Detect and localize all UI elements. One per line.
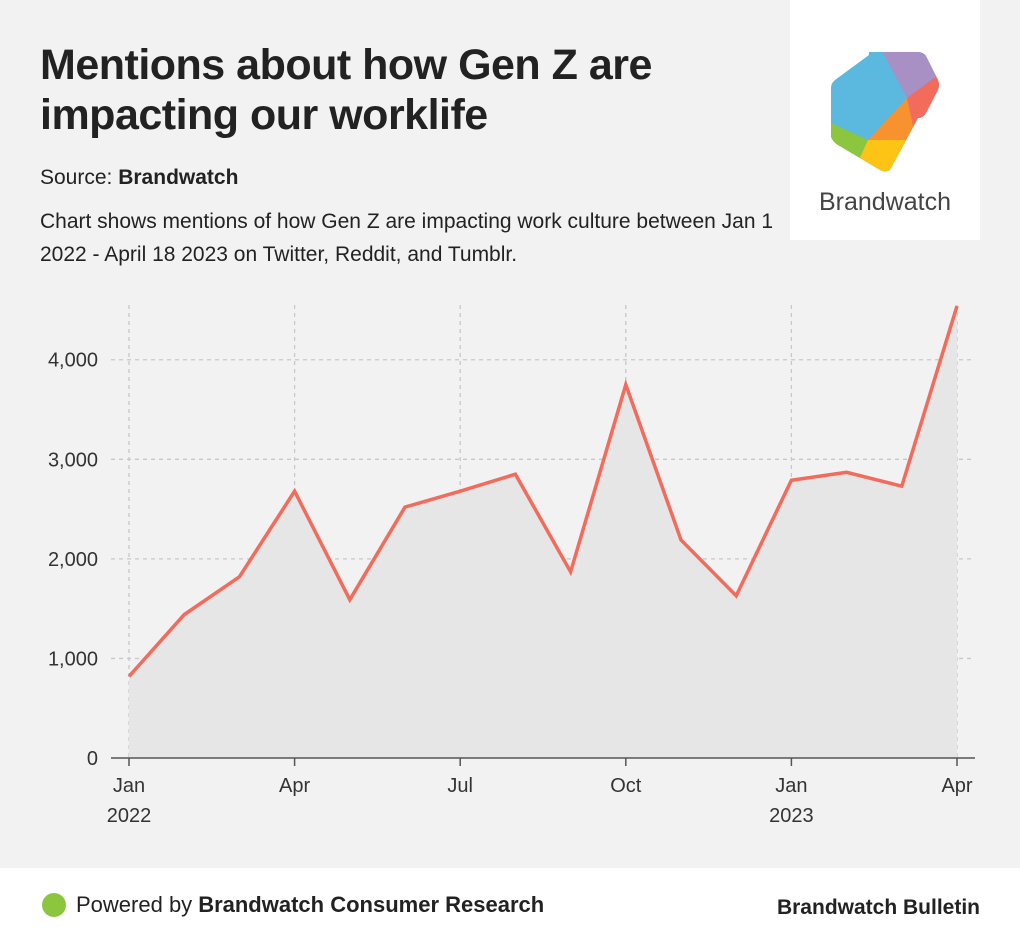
x-tick-label: Jan — [113, 775, 145, 797]
powered-by: Powered by Brandwatch Consumer Research — [42, 892, 544, 918]
x-axis-ticks: Jan 2022 Apr Jul Oct Jan 2023 Apr — [107, 758, 973, 827]
data-point — [569, 570, 573, 574]
x-tick-label: Oct — [610, 775, 642, 797]
green-dot-icon — [42, 893, 66, 917]
data-point — [403, 505, 407, 509]
logo-wordmark: Brandwatch — [818, 188, 952, 216]
data-point — [182, 613, 186, 617]
y-tick-label: 2,000 — [48, 549, 98, 571]
data-point — [127, 674, 131, 678]
powered-brand: Brandwatch Consumer Research — [198, 892, 545, 917]
chart-description: Chart shows mentions of how Gen Z are im… — [40, 210, 774, 266]
brand-logo-card: Brandwatch — [790, 0, 980, 240]
x-tick-label: Jan — [775, 775, 807, 797]
data-point — [458, 489, 462, 493]
data-point — [237, 575, 241, 579]
data-point — [348, 598, 352, 602]
chart-title: Mentions about how Gen Z are impacting o… — [40, 40, 740, 140]
data-point — [624, 383, 628, 387]
source-name: Brandwatch — [118, 166, 239, 189]
data-point — [845, 470, 849, 474]
y-tick-label: 0 — [87, 748, 98, 770]
y-tick-label: 1,000 — [48, 648, 98, 670]
x-tick-label: Apr — [941, 775, 972, 797]
x-tick-label: Jul — [447, 775, 473, 797]
data-point — [513, 472, 517, 476]
x-tick-sublabel: 2022 — [107, 805, 152, 827]
y-tick-label: 3,000 — [48, 449, 98, 471]
powered-prefix: Powered by — [76, 892, 193, 917]
footer-bar — [0, 868, 1020, 950]
y-tick-label: 4,000 — [48, 350, 98, 372]
data-point — [955, 304, 959, 308]
data-point — [789, 478, 793, 482]
bulletin-label: Brandwatch Bulletin — [776, 896, 980, 919]
source-line: Source: Brandwatch — [40, 166, 238, 190]
x-tick-label: Apr — [279, 775, 310, 797]
title-line-2: impacting our worklife — [40, 91, 488, 139]
data-point — [734, 594, 738, 598]
x-tick-sublabel: 2023 — [769, 805, 814, 827]
source-label: Source: — [40, 166, 113, 189]
data-point — [293, 489, 297, 493]
y-axis-ticks: 0 1,000 2,000 3,000 4,000 — [48, 350, 98, 770]
data-point — [900, 484, 904, 488]
brandwatch-logo-icon — [831, 52, 939, 172]
area-fill — [129, 305, 957, 758]
series-line-mentions — [127, 305, 959, 678]
data-point — [679, 538, 683, 542]
title-line-1: Mentions about how Gen Z are — [40, 41, 652, 89]
